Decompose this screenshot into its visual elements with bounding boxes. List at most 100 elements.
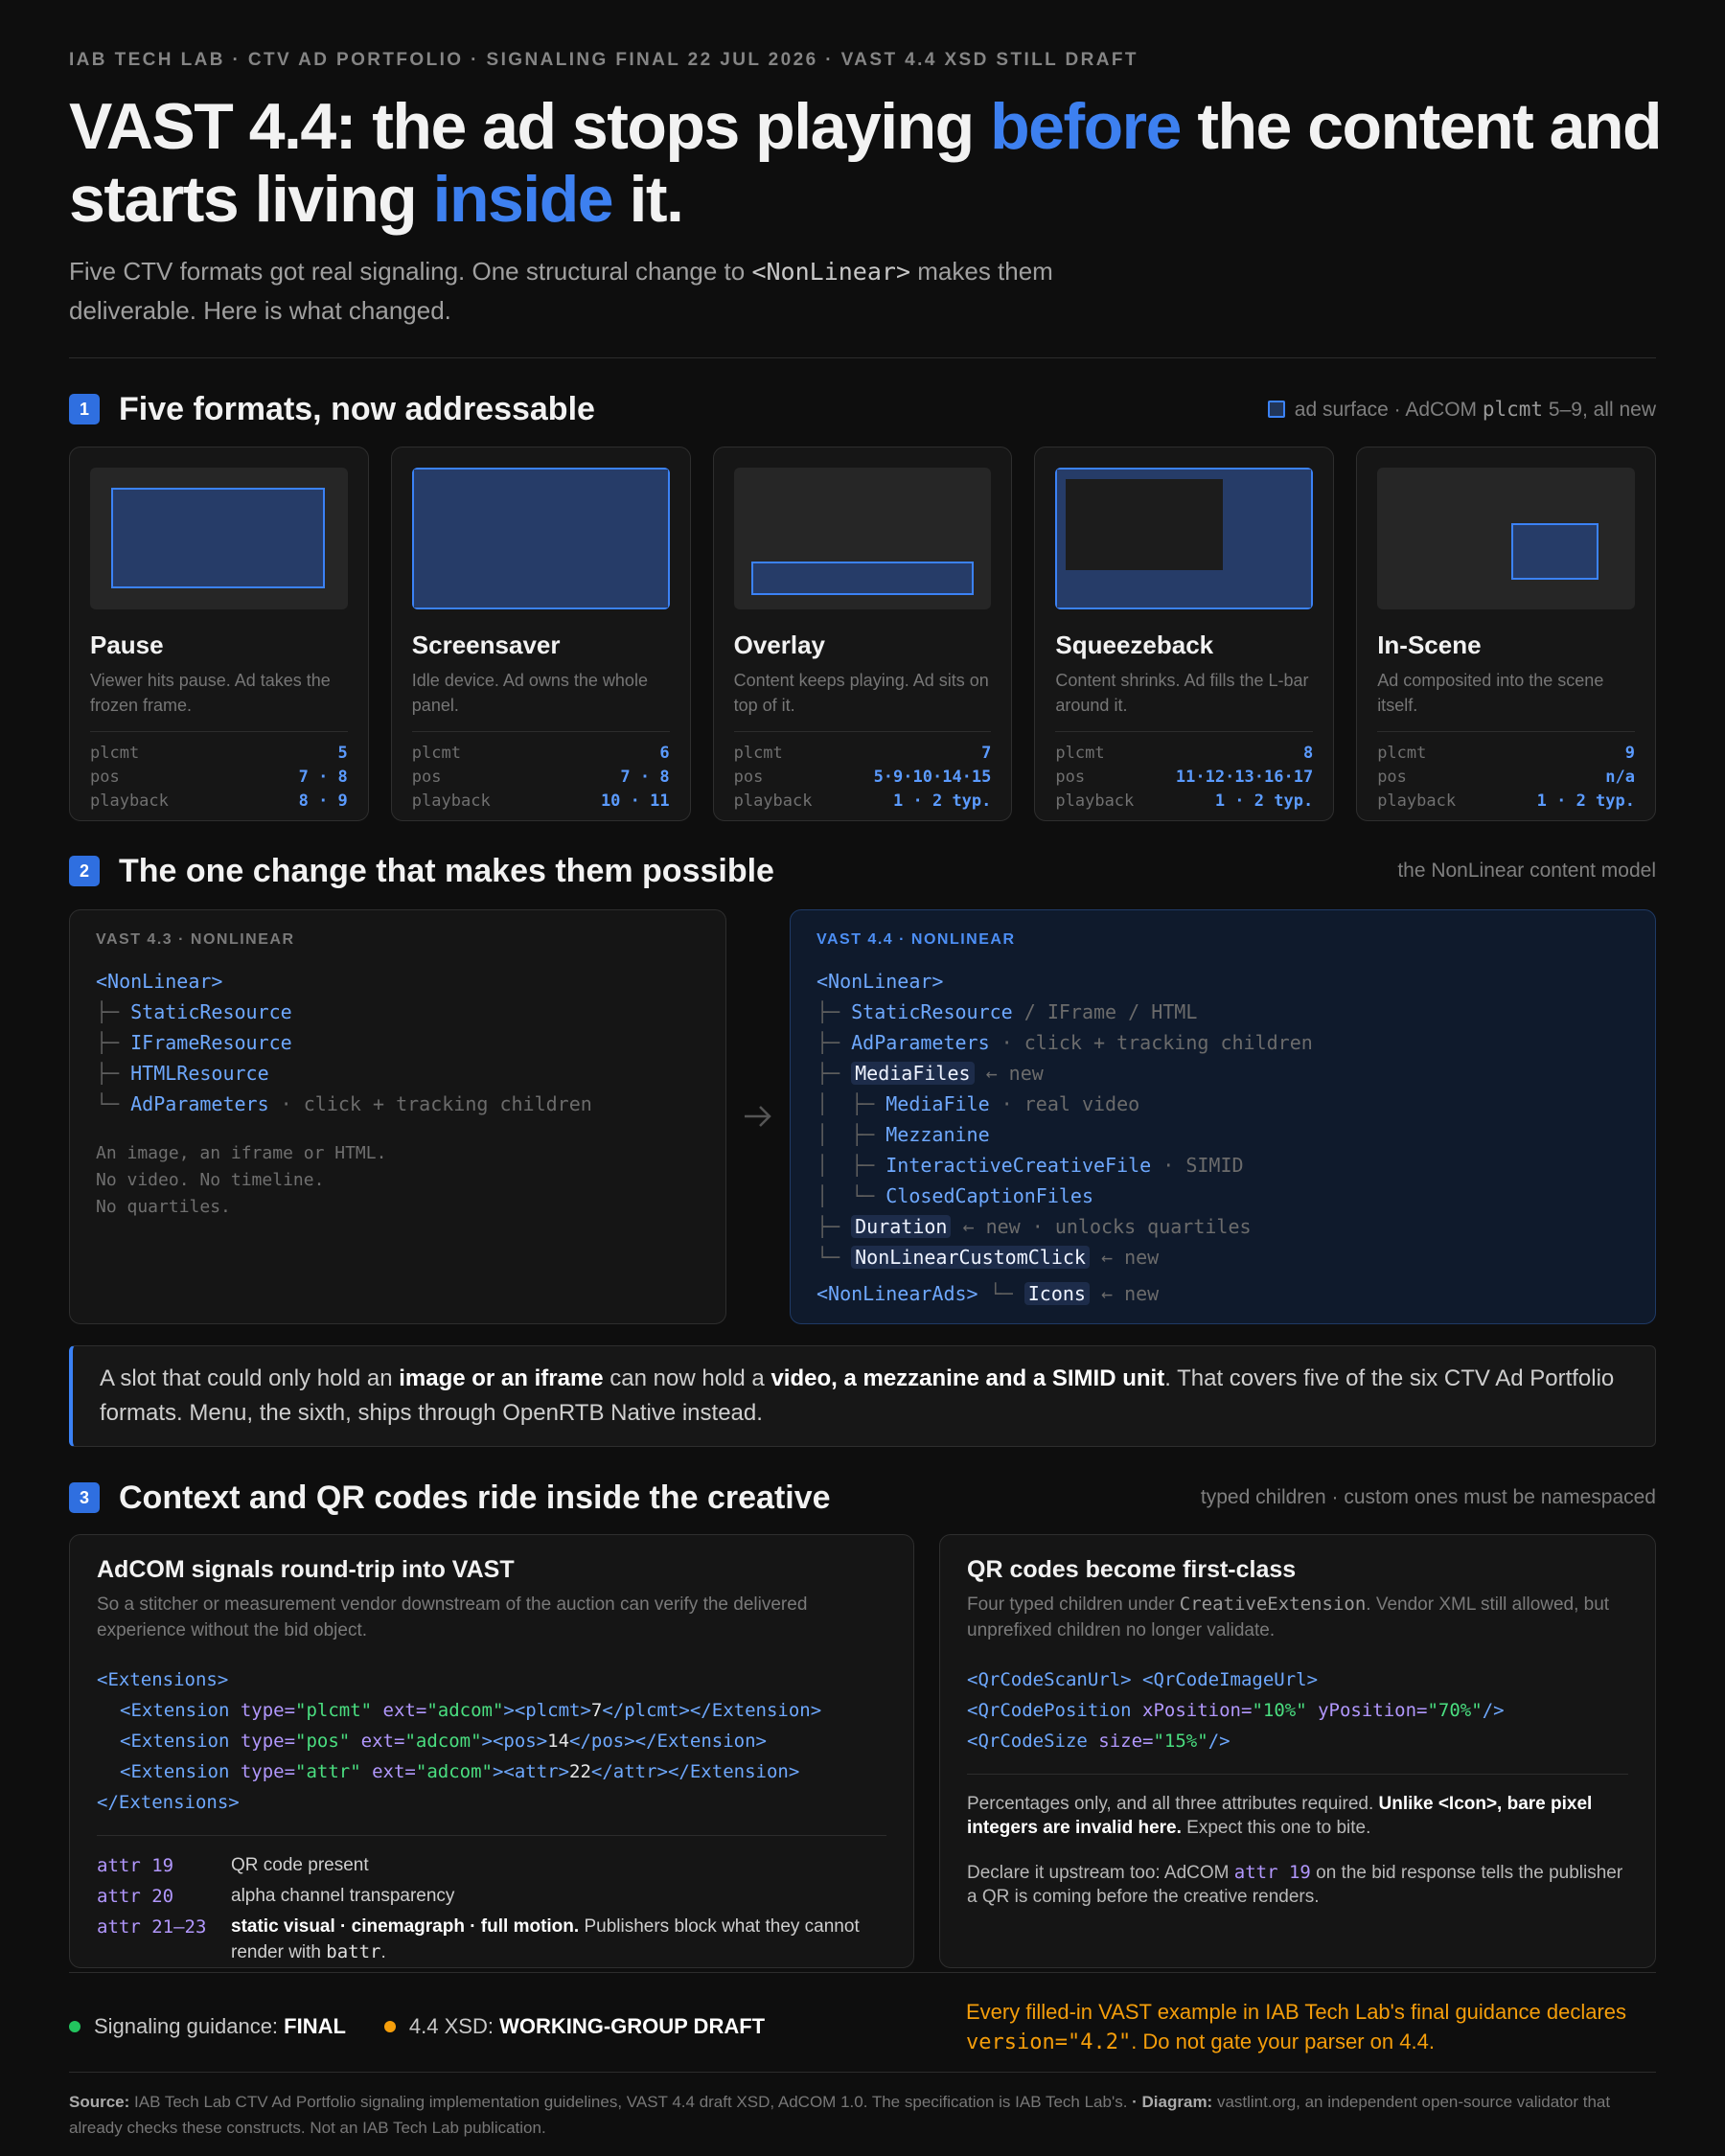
spec-key: playback bbox=[90, 791, 169, 811]
divider bbox=[733, 731, 992, 732]
spec-row: plcmt 5 bbox=[90, 742, 348, 766]
card-desc: So a stitcher or measurement vendor down… bbox=[97, 1594, 808, 1640]
text-segment: "adcom" bbox=[426, 1700, 504, 1721]
code-line: ├─ StaticResource bbox=[96, 997, 700, 1027]
text-segment: MediaFiles bbox=[851, 1062, 975, 1085]
code-line: ├─ IFrameResource bbox=[96, 1027, 700, 1058]
spec-row: pos n/a bbox=[1377, 766, 1635, 790]
code-line: <QrCodePosition xPosition="10%" yPositio… bbox=[967, 1695, 1628, 1726]
text-segment: · bbox=[1127, 2093, 1142, 2111]
format-name: In-Scene bbox=[1377, 631, 1482, 659]
code-line: │ ├─ Mezzanine bbox=[816, 1119, 1629, 1150]
format-desc: Viewer hits pause. Ad takes the frozen f… bbox=[90, 671, 331, 715]
text-segment: type= bbox=[229, 1761, 296, 1782]
note-line: No quartiles. bbox=[96, 1197, 231, 1217]
section-number: 1 bbox=[69, 394, 100, 424]
text-segment: 5–9, all new bbox=[1543, 398, 1656, 421]
text-segment: ├─ bbox=[96, 1031, 131, 1054]
text-segment: HTMLResource bbox=[130, 1062, 269, 1085]
attr-row: attr 19 QR code present bbox=[97, 1853, 886, 1878]
text-segment: makes them deliverable. Here is what cha… bbox=[69, 257, 1053, 325]
section-title: Five formats, now addressable bbox=[119, 390, 595, 427]
code-line: <Extension type="attr" ext="adcom"><attr… bbox=[97, 1756, 886, 1787]
ad-surface bbox=[751, 561, 974, 596]
text-segment: 7 bbox=[590, 1700, 603, 1721]
note-line: An image, an iframe or HTML. bbox=[96, 1143, 387, 1163]
format-name: Pause bbox=[90, 631, 164, 659]
text-segment: alpha channel transparency bbox=[231, 1886, 455, 1906]
format-card: Squeezeback Content shrinks. Ad fills the… bbox=[1034, 447, 1335, 821]
spec-key: plcmt bbox=[733, 744, 783, 763]
text-segment: /> bbox=[1208, 1731, 1230, 1752]
divider bbox=[1055, 731, 1314, 732]
ad-surface bbox=[1510, 522, 1599, 580]
code-line: │ ├─ InteractiveCreativeFile · SIMID bbox=[816, 1150, 1629, 1181]
arrow bbox=[745, 1106, 771, 1127]
text-segment: "adcom" bbox=[404, 1731, 482, 1752]
text-segment: ><attr> bbox=[492, 1761, 570, 1782]
spec-row: playback 10 · 11 bbox=[412, 790, 670, 814]
text-segment: vastlint.org, an independent open-source… bbox=[69, 2093, 1611, 2137]
text-segment: /> bbox=[1482, 1700, 1505, 1721]
text-segment: <QrCodePosition bbox=[967, 1700, 1132, 1721]
format-card: Pause Viewer hits pause. Ad takes the fro… bbox=[69, 447, 369, 821]
spec-value: 9 bbox=[1624, 744, 1635, 763]
spec-value: 11·12·13·16·17 bbox=[1175, 768, 1314, 787]
legend-text: ad surface · AdCOM plcmt 5–9, all new bbox=[1295, 398, 1656, 421]
text-segment: VAST 4.4: the ad stops playing bbox=[69, 90, 991, 163]
text-segment: ><pos> bbox=[481, 1731, 548, 1752]
section-number: 3 bbox=[69, 1482, 100, 1513]
footer: Source: IAB Tech Lab CTV Ad Portfolio si… bbox=[69, 2089, 1656, 2141]
code-line: ├─ AdParameters · click + tracking child… bbox=[816, 1027, 1629, 1058]
format-name: Overlay bbox=[733, 631, 825, 659]
format-thumbnail bbox=[1055, 468, 1314, 609]
text-segment: Expect this one to bite. bbox=[1181, 1818, 1371, 1838]
text-segment: FINAL bbox=[284, 2014, 346, 2038]
text-segment: the content and starts living bbox=[69, 90, 1663, 236]
vast43-panel: VAST 4.3 · NONLINEAR <NonLinear> ├─ Stat… bbox=[69, 909, 726, 1324]
legend-swatch bbox=[1267, 400, 1285, 418]
card-title: QR codes become first-class bbox=[967, 1556, 1297, 1583]
text-segment: can now hold a bbox=[603, 1365, 771, 1391]
text-segment: . Vendor XML still allowed, but unprefix… bbox=[967, 1594, 1610, 1640]
text-segment: type= bbox=[229, 1731, 296, 1752]
code-line: ├─ HTMLResource bbox=[96, 1058, 700, 1089]
vast44-panel: VAST 4.4 · NONLINEAR <NonLinear> ├─ Stat… bbox=[790, 909, 1656, 1324]
spec-value: 8 · 9 bbox=[298, 791, 348, 811]
spec-row: playback 1 · 2 typ. bbox=[734, 790, 992, 814]
text-segment: </pos></Extension> bbox=[569, 1731, 767, 1752]
text-segment: </attr></Extension> bbox=[590, 1761, 800, 1782]
spec-row: pos 5·9·10·14·15 bbox=[734, 766, 992, 790]
section-note: the NonLinear content model bbox=[1397, 860, 1656, 882]
spec-key: plcmt bbox=[90, 744, 140, 763]
code-line: ├─ Duration ← new · unlocks quartiles bbox=[816, 1211, 1629, 1242]
section-note: typed children · custom ones must be nam… bbox=[1200, 1486, 1656, 1508]
text-segment: Every filled-in VAST example in IAB Tech… bbox=[966, 1999, 1627, 2024]
code-line: <Extensions> bbox=[97, 1664, 886, 1695]
attr-row: attr 20 alpha channel transparency bbox=[97, 1884, 886, 1909]
section-header: 1 Five formats, now addressable ad surfa… bbox=[69, 388, 1656, 430]
spec-row: plcmt 8 bbox=[1055, 742, 1313, 766]
text-segment: "adcom" bbox=[415, 1761, 493, 1782]
code-line: <Extension type="pos" ext="adcom"><pos>1… bbox=[97, 1726, 886, 1756]
headline: VAST 4.4: the ad stops playing before th… bbox=[69, 90, 1679, 236]
spec-row: pos 7 · 8 bbox=[412, 766, 670, 790]
text-segment: "70%" bbox=[1427, 1700, 1483, 1721]
text-segment: </plcmt></Extension> bbox=[602, 1700, 822, 1721]
text-segment: <QrCodeScanUrl> <QrCodeImageUrl> bbox=[967, 1669, 1319, 1690]
subtitle: Five CTV formats got real signaling. One… bbox=[69, 252, 1181, 330]
spec-key: pos bbox=[1055, 768, 1086, 787]
text-segment: yPosition= bbox=[1306, 1700, 1428, 1721]
text-segment: "pos" bbox=[295, 1731, 351, 1752]
spec-value: 7 · 8 bbox=[298, 768, 348, 787]
text-segment: Signaling guidance: bbox=[94, 2014, 285, 2038]
text-segment: Five CTV formats got real signaling. One… bbox=[69, 257, 752, 286]
code-block: <Extensions> <Extension type="plcmt" ext… bbox=[97, 1664, 886, 1818]
text-segment: video, a mezzanine and a SIMID unit bbox=[770, 1365, 1165, 1391]
text-segment: before bbox=[990, 90, 1182, 163]
panel-note: An image, an iframe or HTML. No video. N… bbox=[96, 1140, 700, 1221]
text-segment: ext= bbox=[372, 1700, 427, 1721]
spec-row: plcmt 6 bbox=[412, 742, 670, 766]
text-segment: │ └─ bbox=[816, 1184, 886, 1207]
text-segment: ext= bbox=[360, 1761, 416, 1782]
